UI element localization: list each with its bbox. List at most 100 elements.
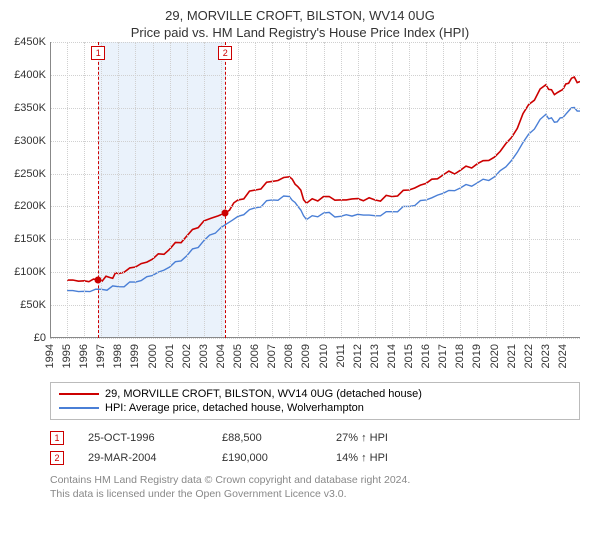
reference-line xyxy=(98,42,99,338)
x-tick-label: 2009 xyxy=(300,344,312,368)
y-tick-label: £350K xyxy=(14,102,46,114)
gridline-vertical xyxy=(67,42,68,338)
x-tick-label: 2002 xyxy=(181,344,193,368)
gridline-horizontal xyxy=(50,42,580,43)
gridline-vertical xyxy=(238,42,239,338)
gridline-horizontal xyxy=(50,75,580,76)
transaction-marker-label: 1 xyxy=(91,46,105,60)
x-tick-label: 2020 xyxy=(489,344,501,368)
x-tick-label: 2024 xyxy=(557,344,569,368)
legend-row-series1: 29, MORVILLE CROFT, BILSTON, WV14 0UG (d… xyxy=(59,387,571,401)
gridline-vertical xyxy=(255,42,256,338)
plot-area: 12 xyxy=(50,42,580,338)
x-tick-label: 2017 xyxy=(437,344,449,368)
transaction-row: 229-MAR-2004£190,00014% ↑ HPI xyxy=(50,448,580,468)
x-tick-label: 2023 xyxy=(540,344,552,368)
transaction-marker xyxy=(95,276,102,283)
x-tick-label: 1999 xyxy=(129,344,141,368)
transactions-table: 125-OCT-1996£88,50027% ↑ HPI229-MAR-2004… xyxy=(50,428,580,468)
x-tick-label: 2005 xyxy=(232,344,244,368)
x-tick-label: 2006 xyxy=(249,344,261,368)
gridline-vertical xyxy=(118,42,119,338)
legend-label-1: 29, MORVILLE CROFT, BILSTON, WV14 0UG (d… xyxy=(105,388,422,400)
legend-row-series2: HPI: Average price, detached house, Wolv… xyxy=(59,401,571,415)
legend-swatch-2 xyxy=(59,407,99,409)
y-tick-label: £150K xyxy=(14,233,46,245)
footer-line-2: This data is licensed under the Open Gov… xyxy=(50,488,580,502)
x-tick-label: 2012 xyxy=(352,344,364,368)
x-tick-label: 2013 xyxy=(369,344,381,368)
legend-swatch-1 xyxy=(59,393,99,395)
x-tick-label: 2007 xyxy=(266,344,278,368)
gridline-vertical xyxy=(563,42,564,338)
gridline-vertical xyxy=(477,42,478,338)
gridline-vertical xyxy=(341,42,342,338)
gridline-horizontal xyxy=(50,305,580,306)
x-tick-label: 2014 xyxy=(386,344,398,368)
chart-title: 29, MORVILLE CROFT, BILSTON, WV14 0UG xyxy=(0,0,600,23)
x-tick-label: 1994 xyxy=(44,344,56,368)
transaction-price: £88,500 xyxy=(222,432,312,444)
legend-label-2: HPI: Average price, detached house, Wolv… xyxy=(105,402,364,414)
gridline-vertical xyxy=(135,42,136,338)
x-tick-label: 1996 xyxy=(78,344,90,368)
gridline-vertical xyxy=(529,42,530,338)
transaction-marker-label: 2 xyxy=(218,46,232,60)
x-tick-label: 2003 xyxy=(198,344,210,368)
x-tick-label: 2011 xyxy=(335,344,347,368)
chart-svg xyxy=(50,42,580,338)
y-tick-label: £200K xyxy=(14,200,46,212)
gridline-horizontal xyxy=(50,239,580,240)
gridline-vertical xyxy=(204,42,205,338)
x-tick-label: 2021 xyxy=(506,344,518,368)
gridline-vertical xyxy=(460,42,461,338)
y-tick-label: £0 xyxy=(34,332,46,344)
transaction-price: £190,000 xyxy=(222,452,312,464)
gridline-vertical xyxy=(409,42,410,338)
x-tick-label: 2001 xyxy=(164,344,176,368)
transaction-delta: 14% ↑ HPI xyxy=(336,452,388,464)
gridline-vertical xyxy=(153,42,154,338)
gridline-horizontal xyxy=(50,108,580,109)
axis-y-line xyxy=(50,42,51,338)
footer-line-1: Contains HM Land Registry data © Crown c… xyxy=(50,474,580,488)
x-tick-label: 2000 xyxy=(147,344,159,368)
chart-area: £0£50K£100K£150K£200K£250K£300K£350K£400… xyxy=(0,42,600,372)
gridline-vertical xyxy=(495,42,496,338)
gridline-vertical xyxy=(187,42,188,338)
gridline-vertical xyxy=(392,42,393,338)
x-tick-label: 2018 xyxy=(454,344,466,368)
x-tick-label: 2004 xyxy=(215,344,227,368)
y-tick-label: £50K xyxy=(20,299,46,311)
gridline-vertical xyxy=(221,42,222,338)
x-tick-label: 2019 xyxy=(471,344,483,368)
gridline-horizontal xyxy=(50,174,580,175)
y-tick-label: £250K xyxy=(14,168,46,180)
footer-attribution: Contains HM Land Registry data © Crown c… xyxy=(50,474,580,501)
y-tick-label: £450K xyxy=(14,36,46,48)
x-tick-label: 1997 xyxy=(95,344,107,368)
transaction-delta: 27% ↑ HPI xyxy=(336,432,388,444)
gridline-vertical xyxy=(512,42,513,338)
y-tick-label: £100K xyxy=(14,266,46,278)
x-tick-label: 2016 xyxy=(420,344,432,368)
axis-x-line xyxy=(50,337,580,338)
gridline-vertical xyxy=(546,42,547,338)
y-tick-label: £400K xyxy=(14,69,46,81)
gridline-horizontal xyxy=(50,206,580,207)
transaction-id-badge: 1 xyxy=(50,431,64,445)
transaction-date: 25-OCT-1996 xyxy=(88,432,198,444)
gridline-vertical xyxy=(101,42,102,338)
transaction-row: 1 25-OCT-1996 £88,500 27% ↑ HPI xyxy=(50,428,580,448)
gridline-vertical xyxy=(170,42,171,338)
x-tick-label: 2022 xyxy=(523,344,535,368)
transaction-id-badge: 2 xyxy=(50,451,64,465)
legend-box: 29, MORVILLE CROFT, BILSTON, WV14 0UG (d… xyxy=(50,382,580,420)
y-axis: £0£50K£100K£150K£200K£250K£300K£350K£400… xyxy=(0,42,50,372)
gridline-vertical xyxy=(289,42,290,338)
gridline-vertical xyxy=(375,42,376,338)
gridline-vertical xyxy=(272,42,273,338)
x-tick-label: 2008 xyxy=(283,344,295,368)
gridline-vertical xyxy=(306,42,307,338)
x-tick-label: 2010 xyxy=(318,344,330,368)
